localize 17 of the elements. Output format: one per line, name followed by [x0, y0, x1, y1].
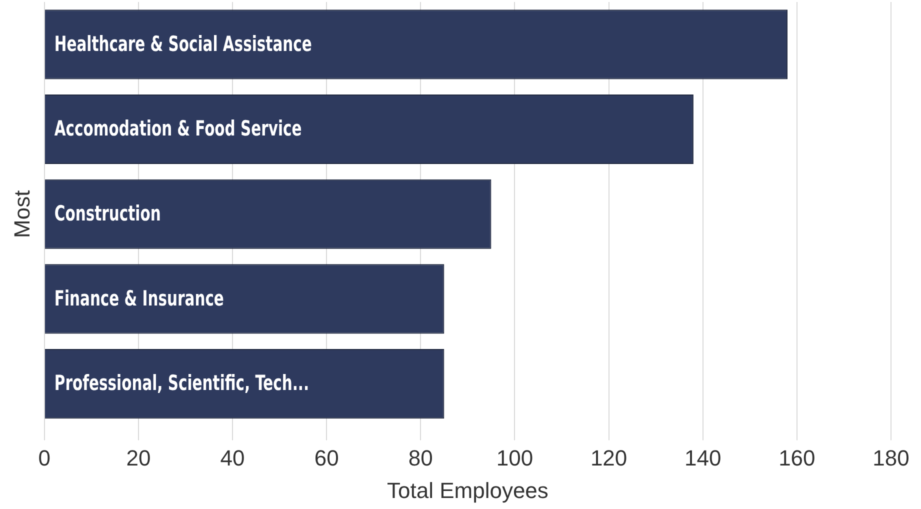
- x-tick-label: 100: [496, 445, 534, 470]
- y-tick-label: Accomodation & Food Service: [54, 118, 302, 142]
- y-tick-label: Finance & Insurance: [54, 288, 224, 311]
- x-tick-label: 160: [778, 445, 816, 470]
- y-tick-label: Construction: [54, 202, 161, 226]
- y-axis-title: Most: [9, 190, 34, 238]
- x-tick-label: 40: [220, 445, 245, 470]
- y-tick-label: Healthcare & Social Assistance: [54, 33, 312, 56]
- x-tick-label: 140: [684, 445, 722, 470]
- x-tick-label: 60: [314, 445, 339, 470]
- y-tick-label: Professional, Scientific, Tech...: [54, 372, 310, 396]
- x-tick-label: 180: [872, 445, 910, 470]
- x-axis-title: Total Employees: [386, 478, 548, 503]
- x-tick-label: 0: [38, 445, 51, 470]
- x-tick-label: 80: [408, 445, 433, 470]
- x-tick-label: 20: [126, 445, 151, 470]
- x-tick-label: 120: [590, 445, 628, 470]
